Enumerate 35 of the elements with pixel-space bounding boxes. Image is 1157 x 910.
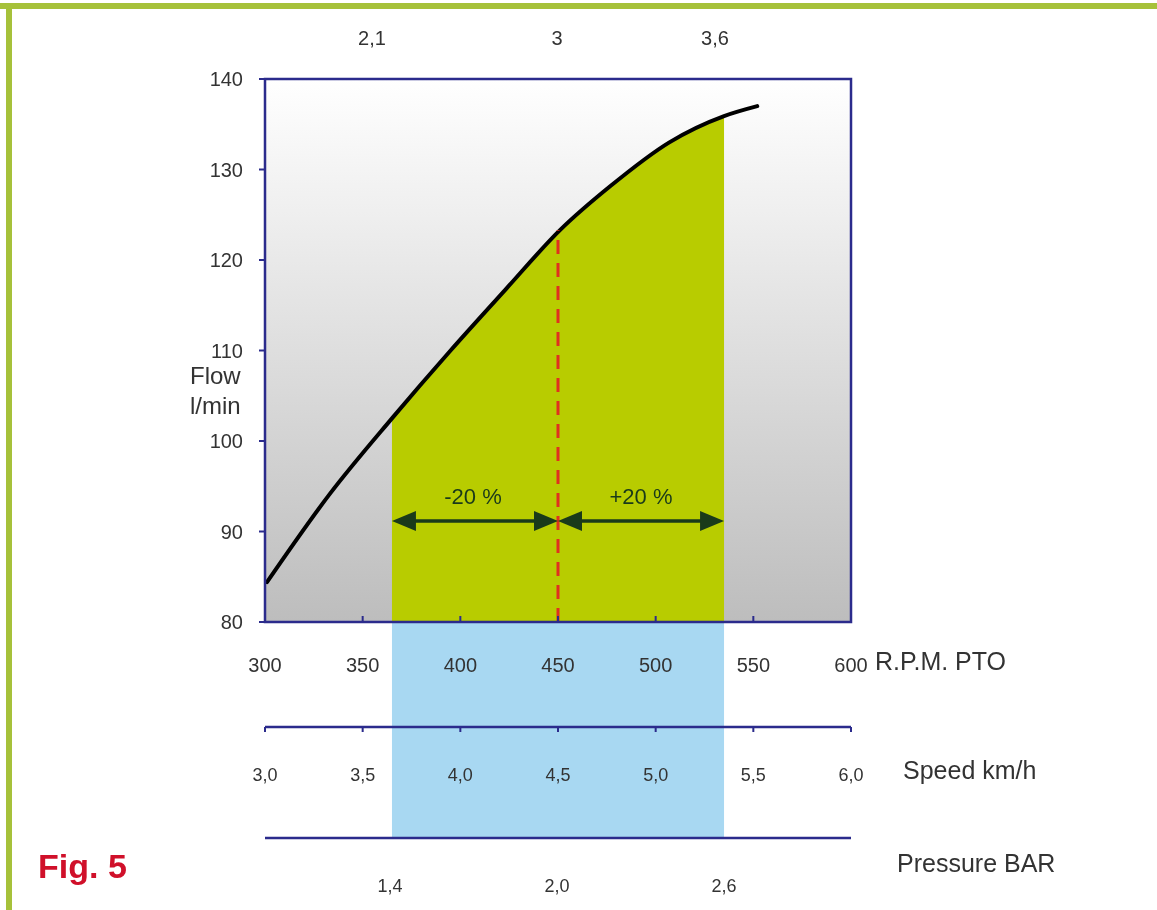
x-tick-label: 400	[443, 654, 478, 676]
y-tick-label: 140	[209, 68, 243, 90]
x2-tick-label: 5,0	[643, 765, 669, 785]
x2-tick-label: 4,0	[447, 765, 473, 785]
y-tick-label: 90	[220, 520, 243, 543]
y-tick-label: 80	[220, 611, 243, 633]
y-tick-label: 110	[211, 339, 243, 362]
x2-tick-label: 3,0	[252, 765, 278, 785]
y-tick-label: 100	[209, 430, 243, 452]
x-tick-label: 350	[345, 654, 380, 676]
x-tick-label: 500	[638, 654, 673, 676]
x-tick-label: 300	[248, 654, 282, 676]
text: 2,0	[544, 876, 570, 896]
x-tick-label: 450	[541, 654, 575, 676]
x2-tick-label: 6,0	[838, 765, 864, 785]
text: 2,6	[711, 876, 737, 896]
text: Pressure BAR	[897, 849, 1056, 877]
x2-tick-label: 4,5	[545, 765, 571, 785]
text: 3	[551, 27, 563, 49]
line-series	[264, 104, 760, 585]
x-tick-label: 550	[736, 654, 771, 676]
annotation: +20 %	[609, 484, 673, 509]
text: 3,6	[701, 27, 729, 49]
x-axis-title: R.P.M. PTO	[875, 647, 1007, 675]
text: 2,1	[358, 27, 386, 49]
x2-tick-label: 3,5	[350, 765, 376, 785]
text: Fig. 5	[38, 847, 127, 885]
annotation: -20 %	[444, 484, 502, 509]
x2-axis-title: Speed km/h	[903, 756, 1037, 784]
y-tick-label: 120	[209, 249, 243, 271]
y-tick-label: 130	[209, 158, 243, 181]
x-tick-label: 600	[834, 654, 868, 676]
x2-tick-label: 5,5	[740, 765, 766, 785]
y-axis-title: Flow l/min	[190, 362, 242, 419]
text: 1,4	[377, 876, 403, 896]
